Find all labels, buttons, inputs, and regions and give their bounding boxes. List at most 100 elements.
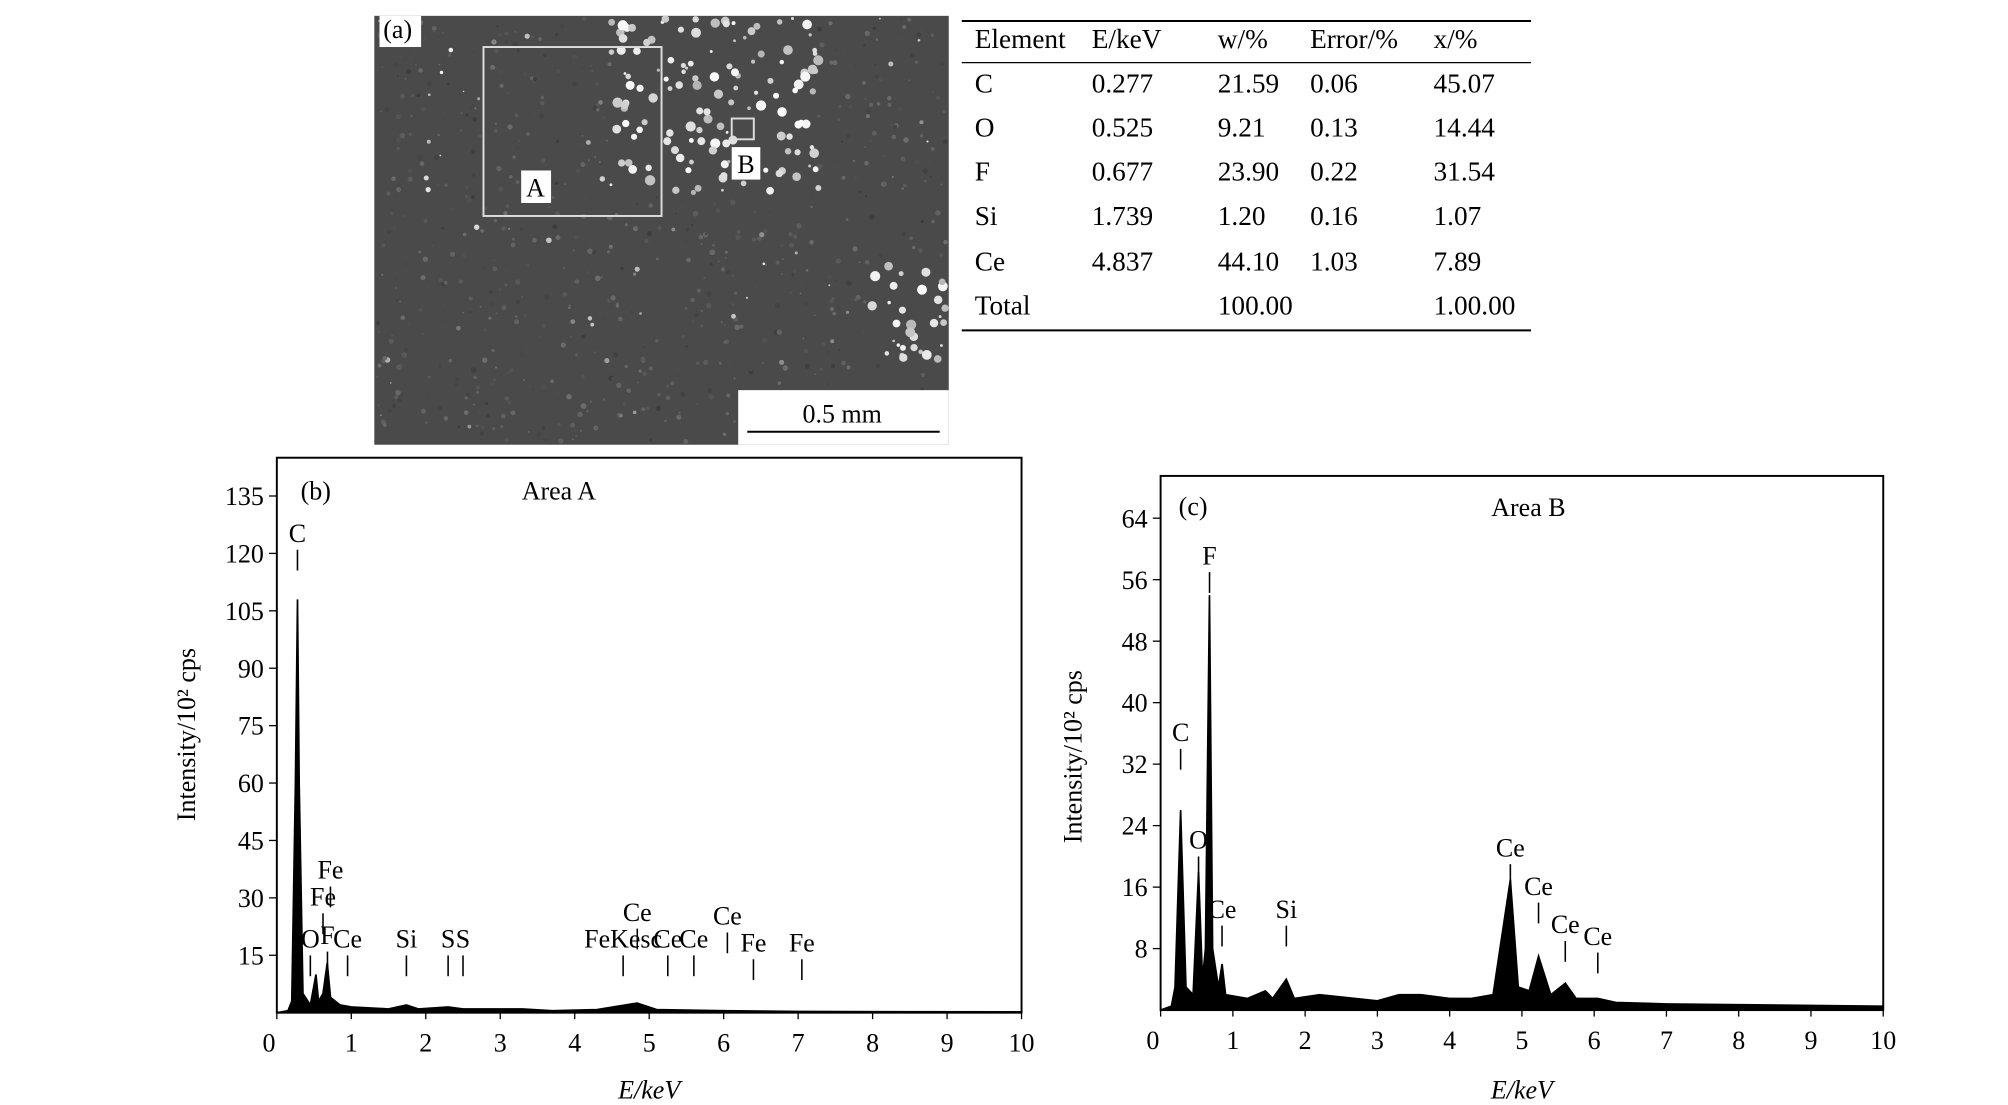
sem-speckle (470, 172, 472, 175)
sem-speckle (472, 49, 476, 54)
sem-speckle (924, 179, 927, 183)
sem-speckle (472, 173, 476, 177)
sem-speckle (803, 348, 809, 354)
sem-speckle (940, 319, 948, 327)
sem-speckle (462, 90, 465, 93)
sem-speckle (667, 56, 675, 64)
sem-speckle (544, 294, 550, 300)
sem-speckle (841, 305, 845, 308)
sem-speckle (628, 165, 638, 174)
sem-speckle (681, 334, 686, 339)
sem-speckle (712, 243, 715, 247)
sem-speckle (506, 91, 510, 95)
sem-speckle (895, 115, 897, 117)
sem-speckle (569, 422, 575, 428)
sem-speckle (775, 169, 783, 178)
peak-label: Ce (623, 898, 652, 927)
sem-speckle (943, 239, 948, 245)
sem-speckle (726, 393, 731, 398)
sem-speckle (900, 18, 902, 20)
sem-speckle (395, 113, 401, 120)
sem-speckle (503, 39, 509, 44)
sem-speckle (442, 325, 448, 330)
sem-speckle (933, 295, 943, 305)
sem-speckle (918, 248, 923, 253)
sem-speckle (906, 319, 917, 330)
sem-speckle (910, 52, 915, 58)
sem-speckle (720, 320, 724, 324)
sem-speckle (764, 264, 767, 266)
sem-speckle (733, 85, 739, 91)
sem-speckle (441, 31, 444, 35)
peak-label: Si (396, 925, 418, 954)
sem-speckle (494, 366, 498, 369)
sem-speckle (443, 303, 447, 306)
sem-speckle (425, 187, 431, 193)
sem-speckle (560, 342, 566, 348)
sem-speckle (569, 335, 572, 338)
sem-speckle (642, 371, 647, 376)
sem-speckle (685, 121, 696, 132)
sem-speckle (599, 162, 604, 167)
sem-speckle (685, 66, 689, 70)
x-tick-label: 1 (345, 1029, 358, 1058)
sem-speckle (899, 353, 908, 362)
sem-speckle (510, 410, 516, 416)
region-a-label: A (526, 173, 545, 202)
sem-speckle (926, 140, 929, 143)
sem-speckle (419, 161, 425, 166)
sem-speckle (828, 284, 831, 287)
sem-speckle (747, 27, 756, 36)
sem-speckle (692, 16, 699, 23)
sem-speckle (762, 362, 764, 364)
sem-speckle (930, 146, 935, 151)
sem-speckle (375, 68, 380, 73)
table-cell: 0.525 (1092, 112, 1153, 142)
sem-speckle (867, 301, 877, 311)
sem-speckle (387, 409, 392, 414)
plot-frame (1159, 474, 1885, 1012)
sem-speckle (830, 339, 835, 344)
sem-speckle (896, 343, 900, 347)
sem-speckle (441, 226, 444, 230)
sem-speckle (714, 244, 717, 247)
sem-speckle (555, 139, 560, 143)
sem-speckle (496, 24, 500, 28)
sem-speckle (792, 269, 797, 274)
sem-speckle (490, 64, 496, 70)
sem-speckle (447, 52, 452, 57)
sem-speckle (570, 319, 576, 325)
sem-speckle (470, 100, 477, 106)
sem-speckle (403, 347, 409, 353)
sem-speckle (411, 94, 415, 97)
sem-speckle (929, 175, 932, 178)
sem-speckle (443, 416, 449, 421)
sem-speckle (874, 74, 880, 79)
sem-speckle (648, 366, 654, 371)
sem-speckle (644, 175, 656, 186)
sem-speckle (552, 428, 559, 434)
sem-speckle (493, 48, 499, 54)
sem-speckle (846, 280, 852, 287)
sem-speckle (788, 232, 793, 237)
sem-speckle (676, 405, 680, 409)
sem-speckle (604, 358, 610, 364)
sem-speckle (611, 377, 614, 380)
sem-speckle (805, 269, 809, 272)
sem-speckle (793, 79, 804, 90)
sem-speckle (541, 426, 546, 430)
sem-speckle (754, 285, 757, 288)
y-tick-label: 8 (1135, 935, 1148, 964)
sem-speckle (504, 31, 509, 36)
table-cell: 1.03 (1310, 246, 1358, 276)
sem-speckle (542, 17, 546, 21)
sem-speckle (456, 325, 461, 331)
sem-speckle (731, 21, 736, 26)
sem-speckle (542, 53, 547, 58)
sem-speckle (641, 407, 646, 412)
sem-speckle (420, 275, 426, 281)
sem-speckle (817, 26, 822, 32)
sem-speckle (568, 304, 571, 308)
sem-speckle (834, 280, 837, 282)
sem-speckle (462, 232, 467, 237)
